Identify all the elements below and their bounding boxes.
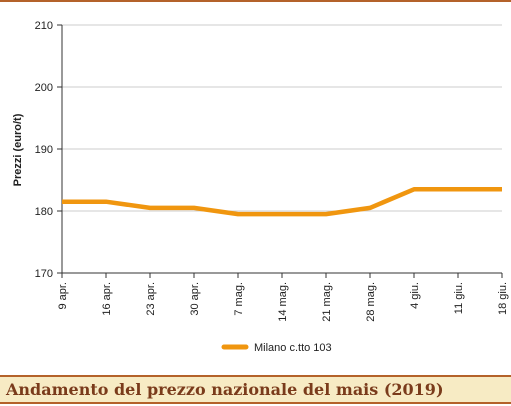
y-tick-label: 190: [35, 144, 53, 156]
y-tick-label: 180: [35, 206, 53, 218]
gridlines: [62, 24, 502, 274]
y-tick-label: 210: [35, 20, 53, 32]
chart-caption: Andamento del prezzo nazionale del mais …: [6, 380, 444, 399]
top-rule: [0, 0, 511, 2]
x-tick-label: 11 giu.: [453, 282, 465, 314]
caption-bar: Andamento del prezzo nazionale del mais …: [0, 375, 511, 404]
legend-label: Milano c.tto 103: [254, 342, 332, 354]
x-tick-label: 9 apr.: [57, 282, 69, 310]
x-axis-ticks: 9 apr. 16 apr. 23 apr. 30 apr. 7 mag. 14 mag.…: [57, 273, 509, 322]
line-chart: 170 180 190 200 210 9 apr. 16 apr. 23 apr. 30 a…: [12, 20, 509, 354]
x-tick-label: 23 apr.: [145, 282, 157, 316]
y-axis-ticks: 170 180 190 200 210: [35, 20, 62, 280]
x-tick-label: 4 giu.: [409, 282, 421, 309]
x-tick-label: 28 mag.: [365, 282, 377, 322]
series-line: [62, 187, 502, 217]
series-layer: [61, 187, 503, 217]
x-tick-label: 14 mag.: [277, 282, 289, 322]
x-tick-label: 7 mag.: [233, 282, 245, 316]
x-tick-label: 21 mag.: [321, 282, 333, 322]
legend: Milano c.tto 103: [221, 342, 332, 354]
x-tick-label: 18 giu.: [497, 282, 509, 315]
x-tick-label: 16 apr.: [101, 282, 113, 316]
y-axis-title: Prezzi (euro/t): [12, 113, 24, 186]
x-tick-label: 30 apr.: [189, 282, 201, 316]
y-tick-label: 170: [35, 268, 53, 280]
y-tick-label: 200: [35, 82, 53, 94]
